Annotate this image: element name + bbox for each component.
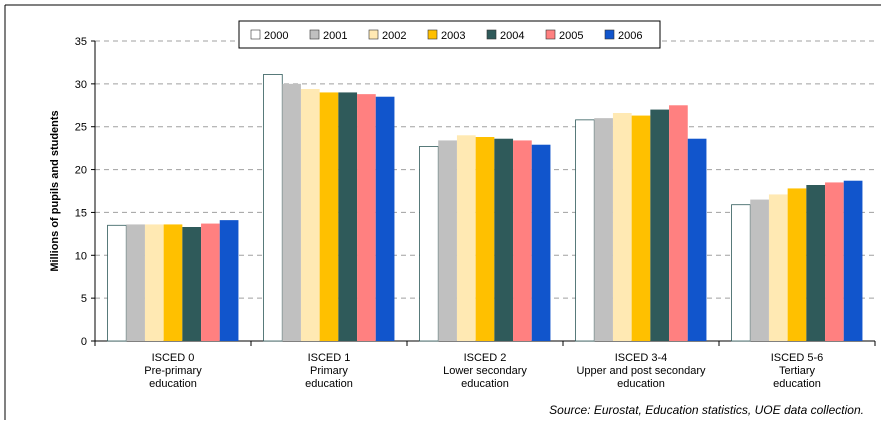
bar-2004-4 <box>806 185 826 341</box>
category-label: ISCED 1 <box>308 352 351 364</box>
bar-2006-1 <box>375 96 395 341</box>
bar-2001-1 <box>282 83 301 341</box>
bar-2006-4 <box>843 180 863 341</box>
bar-2003-3 <box>631 115 651 341</box>
legend-swatch-2004 <box>486 29 497 40</box>
bar-2004-0 <box>182 227 202 341</box>
category-label: ISCED 0 <box>152 352 195 364</box>
bar-2001-2 <box>438 140 457 341</box>
bar-2000-2 <box>419 146 439 342</box>
bar-2000-1 <box>263 74 283 342</box>
bar-2001-4 <box>750 199 769 341</box>
bar-2004-3 <box>650 109 670 341</box>
y-tick-label: 30 <box>75 79 87 91</box>
category-label: education <box>149 378 197 390</box>
bar-2001-0 <box>126 224 145 341</box>
bar-2006-3 <box>687 138 707 341</box>
legend-label-2003: 2003 <box>441 30 465 42</box>
y-tick-label: 25 <box>75 122 87 134</box>
legend-swatch-2006 <box>604 29 615 40</box>
category-label: Lower secondary <box>443 365 527 377</box>
bar-2004-1 <box>338 92 358 341</box>
bar-2003-4 <box>787 188 807 341</box>
legend-swatch-2001 <box>309 29 320 40</box>
bar-2003-2 <box>475 137 495 341</box>
source-note: Source: Eurostat, Education statistics, … <box>549 403 864 417</box>
bar-2000-3 <box>575 119 595 342</box>
legend-swatch-2000 <box>250 29 261 40</box>
bar-2006-2 <box>531 144 551 341</box>
bar-2005-0 <box>201 223 220 341</box>
bar-2002-2 <box>456 135 476 341</box>
y-axis-label: Millions of pupils and students <box>49 110 61 271</box>
category-label: education <box>773 378 821 390</box>
y-tick-label: 0 <box>81 336 87 348</box>
category-label: Upper and post secondary <box>576 365 706 377</box>
bar-2003-0 <box>163 224 183 341</box>
bar-2002-1 <box>300 89 320 341</box>
bar-2001-3 <box>594 118 613 342</box>
category-label: Tertiary <box>779 365 816 377</box>
bar-2000-0 <box>107 224 127 342</box>
category-label: ISCED 5-6 <box>771 352 824 364</box>
y-tick-label: 10 <box>75 250 87 262</box>
y-tick-label: 15 <box>75 207 87 219</box>
category-label: education <box>461 378 509 390</box>
category-label: ISCED 3-4 <box>615 352 668 364</box>
bar-2004-2 <box>494 138 514 341</box>
legend-label-2002: 2002 <box>382 30 406 42</box>
bar-2003-1 <box>319 92 339 341</box>
legend-swatch-2005 <box>545 29 556 40</box>
category-label: Pre-primary <box>144 365 202 377</box>
bar-2000-4 <box>731 204 751 342</box>
bar-2002-0 <box>144 224 164 341</box>
bar-2006-0 <box>219 220 239 341</box>
y-tick-label: 5 <box>81 293 87 305</box>
category-label: education <box>617 378 665 390</box>
legend-label-2004: 2004 <box>500 30 524 42</box>
y-tick-label: 35 <box>75 36 87 48</box>
bar-2005-4 <box>825 182 844 341</box>
legend-swatch-2003 <box>427 29 438 40</box>
y-tick-label: 20 <box>75 165 87 177</box>
category-label: ISCED 2 <box>464 352 507 364</box>
legend-box <box>238 20 661 49</box>
category-label: Primary <box>310 365 348 377</box>
category-label: education <box>305 378 353 390</box>
legend-swatch-2002 <box>368 29 379 40</box>
legend-label-2005: 2005 <box>559 30 583 42</box>
legend-label-2001: 2001 <box>323 30 347 42</box>
bar-2005-1 <box>357 94 376 342</box>
bar-2005-2 <box>513 140 532 341</box>
legend-label-2006: 2006 <box>618 30 642 42</box>
bar-2002-4 <box>768 194 788 341</box>
legend-label-2000: 2000 <box>264 30 288 42</box>
bar-2002-3 <box>612 113 632 341</box>
bar-2005-3 <box>669 105 688 342</box>
